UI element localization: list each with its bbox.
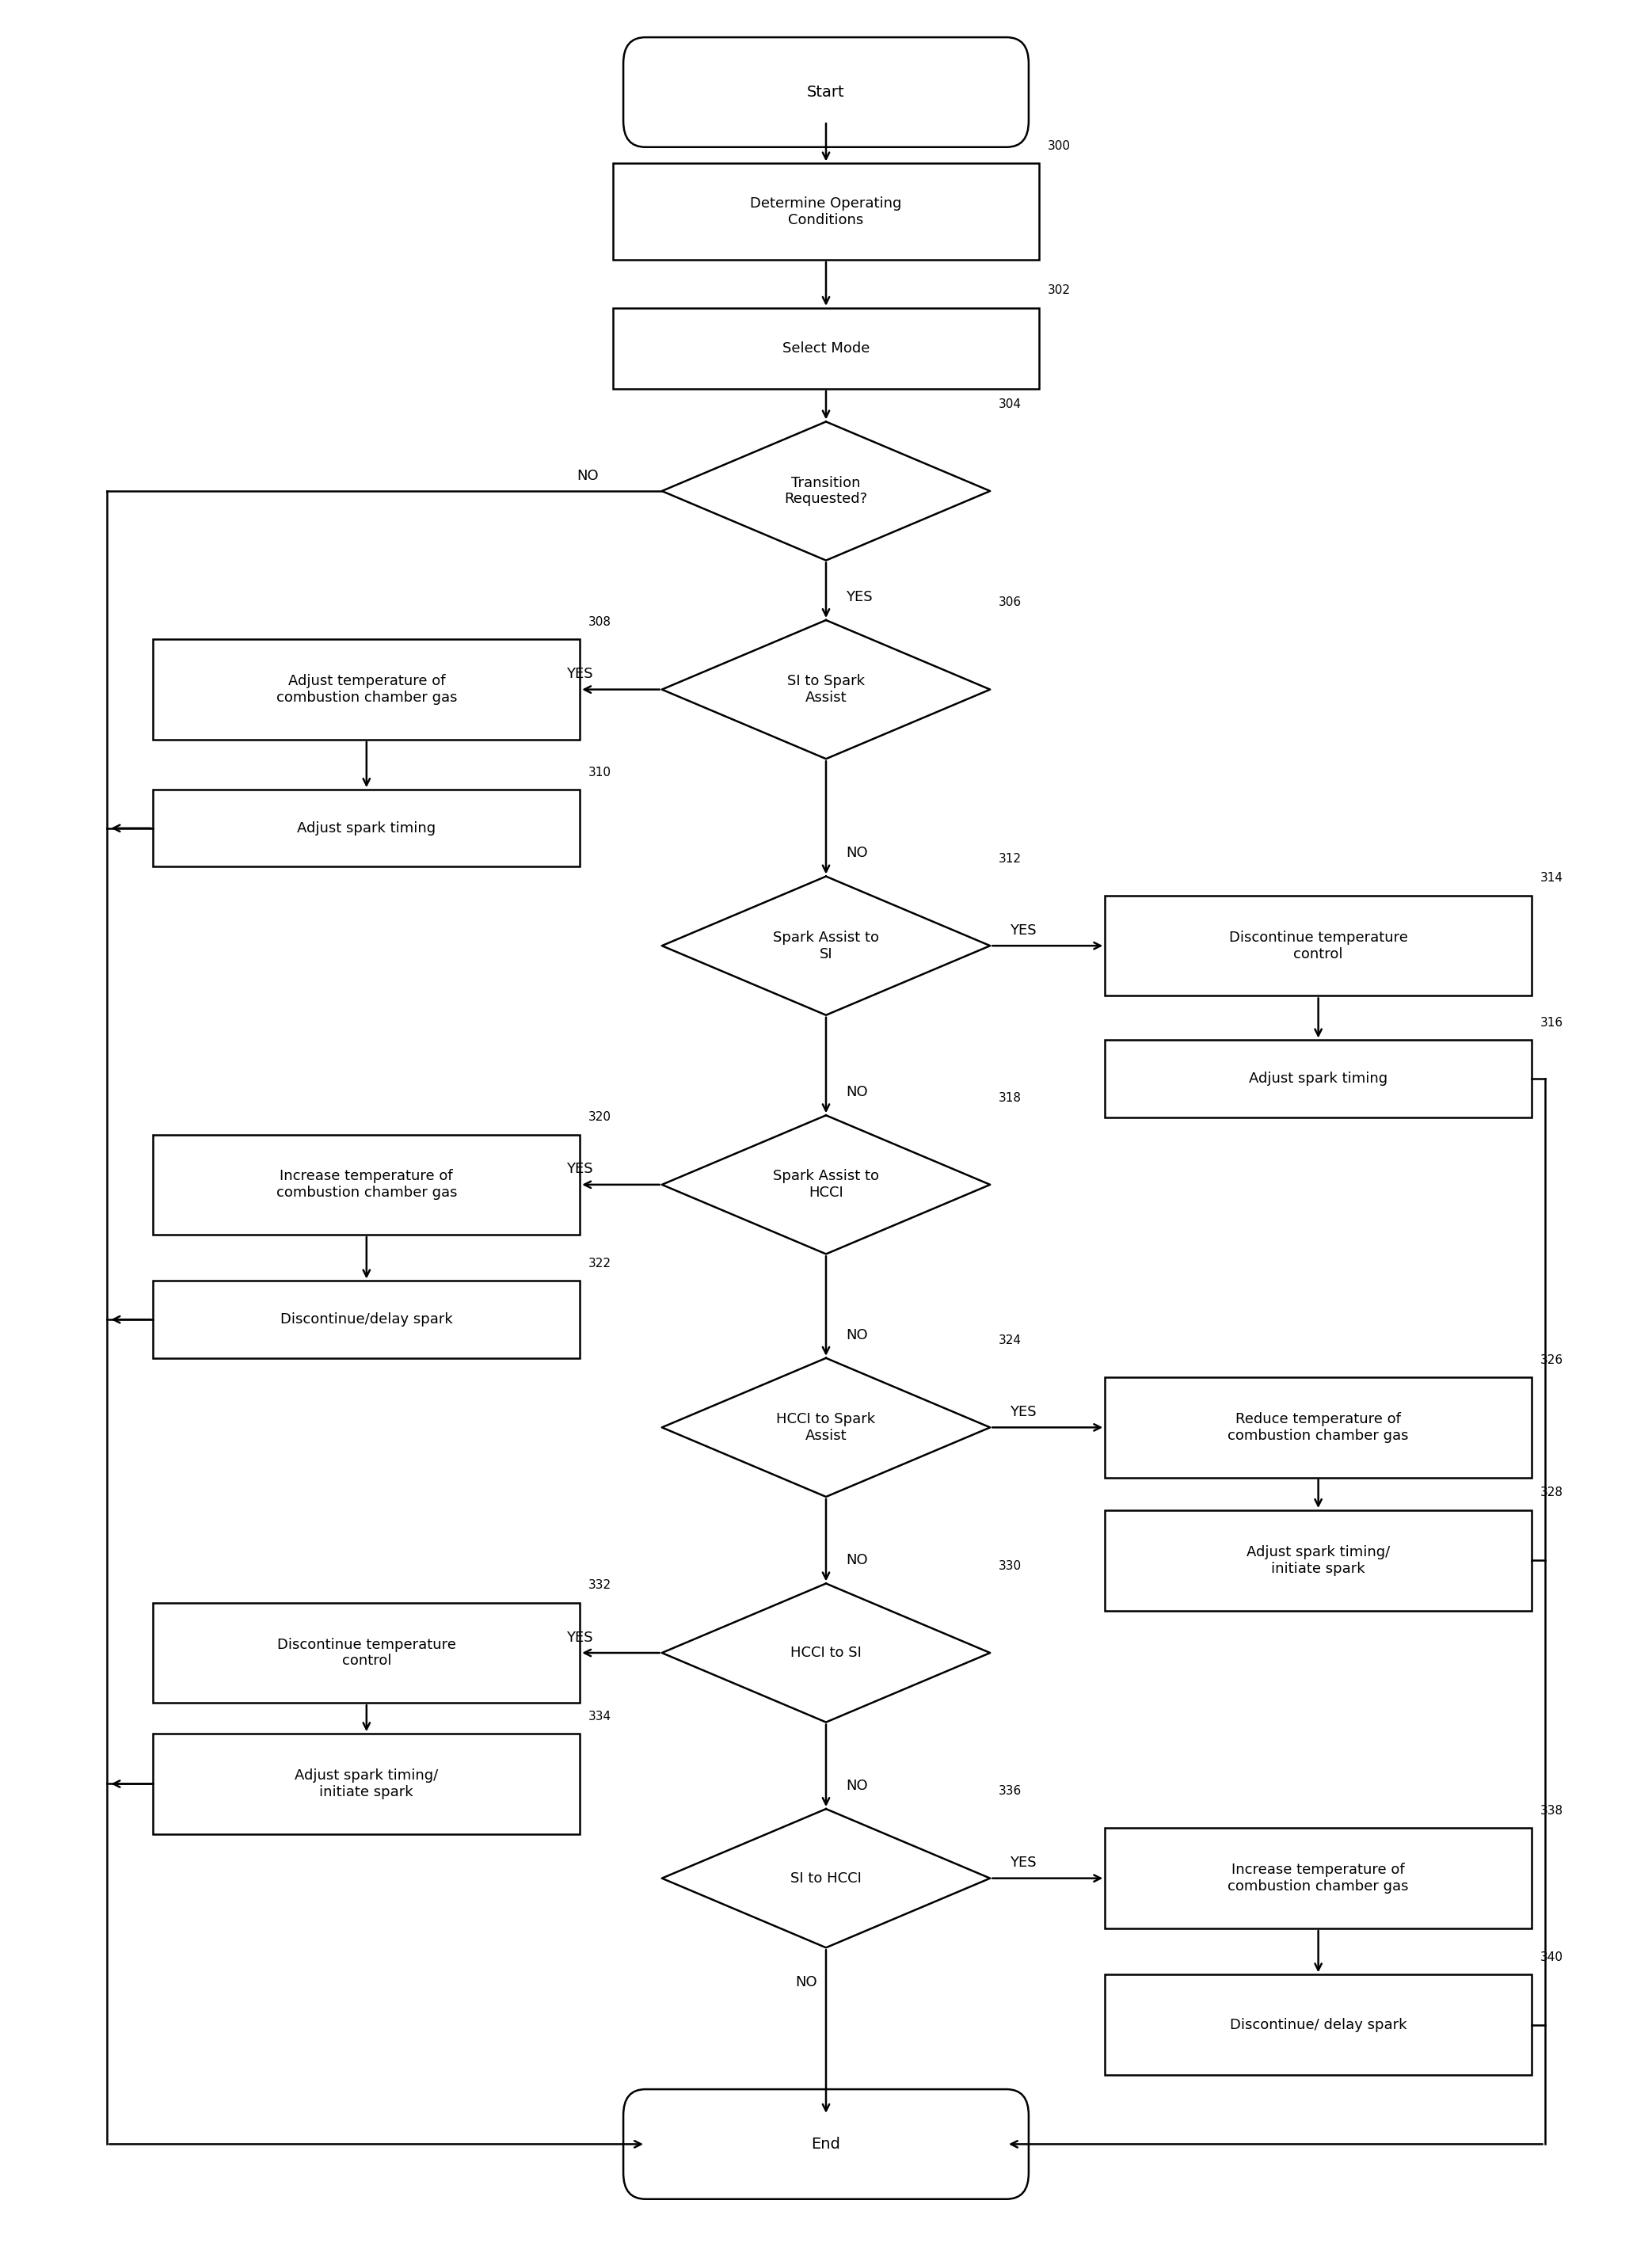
Text: 316: 316 [1540,1017,1563,1029]
Bar [1105,1828,1531,1929]
Bar [154,1604,580,1702]
Text: HCCI to Spark
Assist: HCCI to Spark Assist [776,1413,876,1442]
Text: YES: YES [567,1161,593,1177]
Text: Transition
Requested?: Transition Requested? [785,476,867,505]
Bar [154,1280,580,1359]
Text: NO: NO [846,1327,867,1343]
Text: Adjust spark timing: Adjust spark timing [297,822,436,836]
Bar [154,791,580,867]
Text: YES: YES [1009,1855,1036,1871]
Bar [1105,1974,1531,2075]
Text: 302: 302 [1047,285,1070,296]
Bar [1105,896,1531,995]
Text: Adjust temperature of
combustion chamber gas: Adjust temperature of combustion chamber… [276,674,458,705]
Text: Discontinue temperature
control: Discontinue temperature control [1229,930,1408,961]
Text: Discontinue temperature
control: Discontinue temperature control [278,1637,456,1669]
Text: 328: 328 [1540,1487,1563,1498]
Polygon shape [662,620,990,759]
FancyBboxPatch shape [623,38,1029,148]
Text: End: End [811,2136,841,2152]
Text: 320: 320 [588,1112,611,1123]
Polygon shape [662,1583,990,1723]
Bar [154,1134,580,1235]
Text: Discontinue/ delay spark: Discontinue/ delay spark [1229,2017,1408,2033]
Text: Adjust spark timing/
initiate spark: Adjust spark timing/ initiate spark [294,1768,438,1799]
Text: Increase temperature of
combustion chamber gas: Increase temperature of combustion chamb… [1227,1862,1409,1893]
Text: 308: 308 [588,615,611,629]
Polygon shape [662,1116,990,1253]
Text: Spark Assist to
HCCI: Spark Assist to HCCI [773,1170,879,1199]
Text: NO: NO [846,1779,867,1792]
Text: HCCI to SI: HCCI to SI [790,1646,862,1660]
Text: 312: 312 [998,853,1021,865]
Polygon shape [662,1359,990,1496]
Text: 326: 326 [1540,1354,1563,1366]
Text: Discontinue/delay spark: Discontinue/delay spark [281,1312,453,1327]
Text: 310: 310 [588,766,611,777]
Text: 314: 314 [1540,871,1563,885]
Text: Determine Operating
Conditions: Determine Operating Conditions [750,195,902,227]
Bar [1105,1377,1531,1478]
Bar [1105,1509,1531,1610]
Text: 338: 338 [1540,1806,1563,1817]
Polygon shape [662,876,990,1015]
Text: YES: YES [567,1631,593,1644]
Text: Select Mode: Select Mode [783,341,869,355]
Text: Increase temperature of
combustion chamber gas: Increase temperature of combustion chamb… [276,1170,458,1199]
Bar [613,308,1039,389]
Bar [154,640,580,739]
Text: 304: 304 [998,398,1021,411]
Text: Adjust spark timing: Adjust spark timing [1249,1071,1388,1085]
Bar [613,164,1039,261]
Text: 330: 330 [998,1561,1021,1572]
FancyBboxPatch shape [623,2089,1029,2199]
Text: Adjust spark timing/
initiate spark: Adjust spark timing/ initiate spark [1247,1545,1389,1577]
Polygon shape [662,422,990,562]
Text: 336: 336 [998,1786,1021,1797]
Bar [154,1734,580,1835]
Text: NO: NO [846,1085,867,1098]
Text: 324: 324 [998,1334,1021,1348]
Text: Start: Start [808,85,844,99]
Text: 318: 318 [998,1092,1021,1103]
Text: 300: 300 [1047,139,1070,153]
Text: NO: NO [846,1554,867,1568]
Text: 322: 322 [588,1258,611,1269]
Text: NO: NO [846,847,867,860]
Text: Spark Assist to
SI: Spark Assist to SI [773,930,879,961]
Text: 334: 334 [588,1711,611,1723]
Text: 332: 332 [588,1579,611,1590]
Text: YES: YES [1009,923,1036,937]
Polygon shape [662,1808,990,1947]
Text: YES: YES [567,667,593,681]
Text: SI to Spark
Assist: SI to Spark Assist [788,674,864,705]
Text: Reduce temperature of
combustion chamber gas: Reduce temperature of combustion chamber… [1227,1413,1409,1442]
Text: YES: YES [846,591,872,604]
Text: SI to HCCI: SI to HCCI [790,1871,862,1884]
Text: YES: YES [1009,1406,1036,1419]
Text: NO: NO [795,1974,818,1990]
Bar [1105,1040,1531,1116]
Text: 340: 340 [1540,1952,1563,1963]
Text: NO: NO [577,469,600,483]
Text: 306: 306 [998,597,1021,609]
